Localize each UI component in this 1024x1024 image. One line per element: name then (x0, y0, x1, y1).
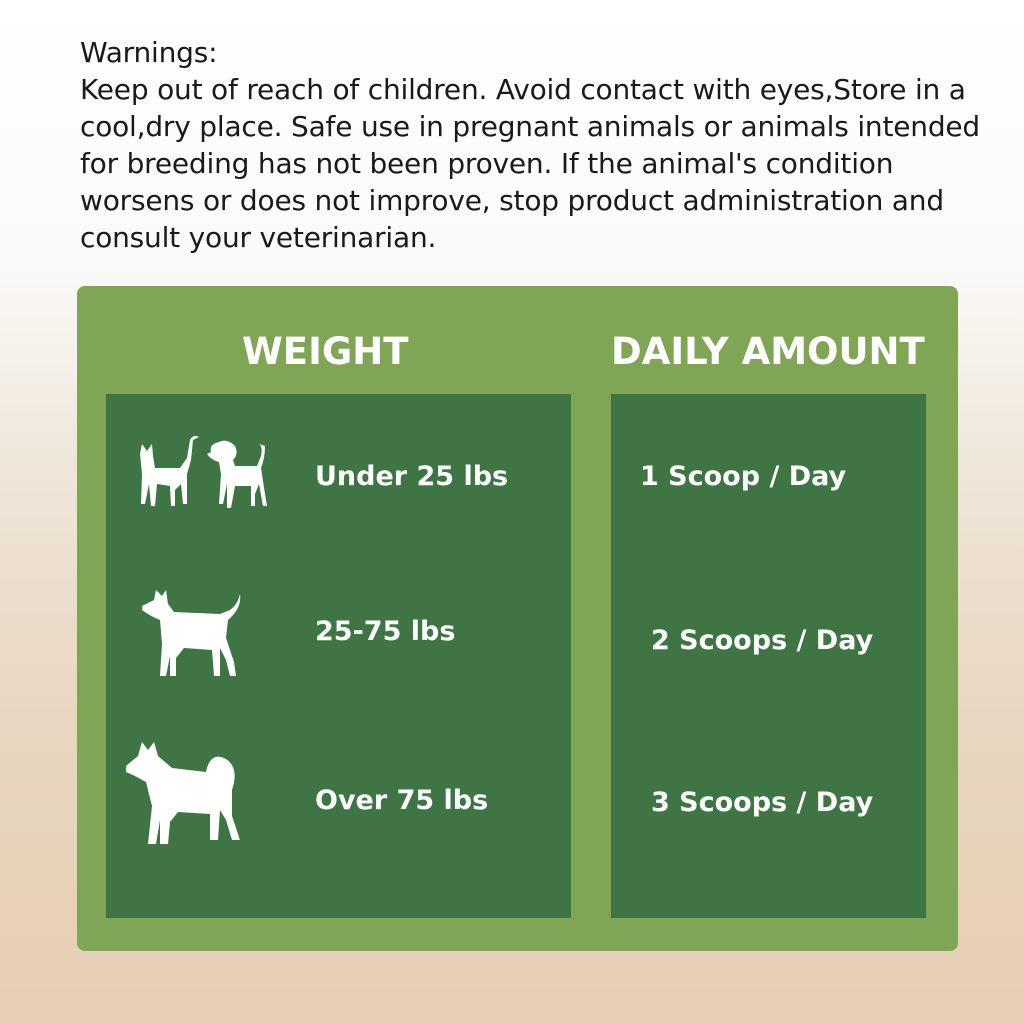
medium-dog-icon (142, 590, 241, 676)
daily-amount-header: DAILY AMOUNT (611, 330, 925, 373)
weight-header: WEIGHT (242, 330, 409, 373)
weight-row-3: Over 75 lbs (315, 785, 489, 816)
amount-column (611, 394, 926, 918)
amount-row-1: 1 Scoop / Day (640, 461, 847, 492)
amount-row-2: 2 Scoops / Day (651, 625, 874, 656)
large-dog-icon (126, 742, 240, 844)
amount-row-3: 3 Scoops / Day (651, 787, 874, 818)
weight-row-1: Under 25 lbs (315, 461, 509, 492)
warnings-title: Warnings: (80, 36, 218, 69)
warnings-body: Keep out of reach of children. Avoid con… (80, 73, 980, 254)
cat-and-small-dog-icon (140, 436, 267, 508)
weight-row-2: 25-75 lbs (315, 616, 456, 647)
warnings: Warnings: Keep out of reach of children.… (80, 34, 1000, 256)
